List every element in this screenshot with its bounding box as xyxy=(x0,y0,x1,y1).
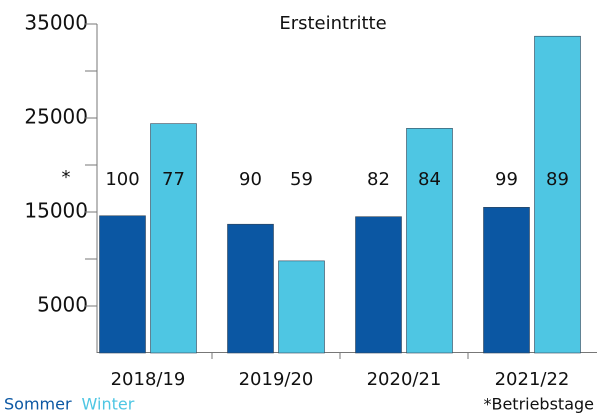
legend-entry: Sommer xyxy=(4,395,72,414)
footnote: *Betriebstage xyxy=(483,395,594,414)
days-label: 59 xyxy=(290,169,313,190)
chart-title: Ersteintritte xyxy=(279,13,386,34)
bar xyxy=(150,123,197,354)
x-tick-label: 2018/19 xyxy=(111,369,186,390)
x-tick-label: 2021/22 xyxy=(495,369,570,390)
y-tick-label: 25000 xyxy=(24,105,88,129)
legend-entry: Winter xyxy=(82,395,135,414)
days-label: 89 xyxy=(546,169,569,190)
days-label: 77 xyxy=(162,169,185,190)
bar xyxy=(534,35,581,354)
y-tick-label: 5000 xyxy=(37,293,88,317)
days-label: 90 xyxy=(239,169,262,190)
bar xyxy=(278,260,325,354)
bar xyxy=(99,215,146,354)
x-tick-label: 2019/20 xyxy=(239,369,314,390)
days-marker: * xyxy=(62,167,71,188)
days-label: 84 xyxy=(418,169,441,190)
days-label: 99 xyxy=(495,169,518,190)
bar xyxy=(227,223,274,354)
x-tick-label: 2020/21 xyxy=(367,369,442,390)
bar xyxy=(406,128,453,354)
bar xyxy=(355,216,402,354)
bar xyxy=(483,207,530,354)
y-tick-label: 35000 xyxy=(24,11,88,35)
y-tick-label: 15000 xyxy=(24,199,88,223)
days-label: 82 xyxy=(367,169,390,190)
days-label: 100 xyxy=(105,169,139,190)
